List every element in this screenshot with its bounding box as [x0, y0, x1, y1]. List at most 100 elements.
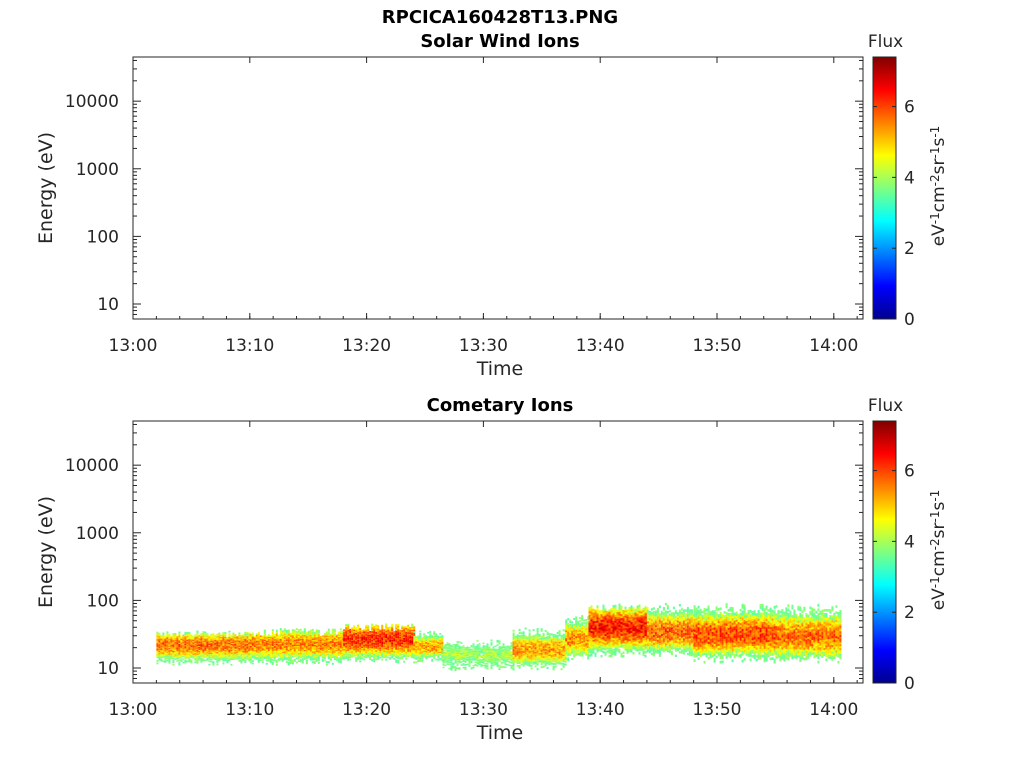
spectrogram-cell	[194, 651, 197, 653]
spectrogram-cell	[365, 648, 368, 651]
spectrogram-cell	[275, 663, 278, 666]
spectrogram-cell	[172, 642, 175, 645]
spectrogram-cell	[182, 636, 185, 639]
spectrogram-cell	[285, 645, 288, 648]
spectrogram-cell	[538, 644, 541, 647]
spectrogram-cell	[407, 643, 410, 646]
spectrogram-cell	[301, 645, 304, 648]
spectrogram-cell	[494, 655, 497, 658]
spectrogram-cell	[329, 655, 332, 658]
spectrogram-cell	[224, 654, 227, 657]
spectrogram-cell	[311, 636, 314, 639]
spectrogram-cell	[283, 657, 286, 659]
spectrogram-cell	[476, 647, 479, 649]
spectrogram-cell	[285, 657, 288, 660]
spectrogram-cell	[498, 664, 501, 667]
spectrogram-cell	[170, 646, 173, 648]
spectrogram-cell	[297, 655, 300, 658]
spectrogram-cell	[506, 653, 509, 655]
spectrogram-cell	[202, 639, 205, 641]
spectrogram-cell	[387, 628, 390, 631]
spectrogram-cell	[516, 659, 519, 662]
spectrogram-cell	[496, 652, 499, 654]
spectrogram-cell	[439, 640, 442, 643]
spectrogram-cell	[460, 658, 463, 660]
spectrogram-cell	[353, 647, 356, 649]
spectrogram-cell	[429, 649, 432, 652]
spectrogram-cell	[232, 642, 235, 644]
spectrogram-cell	[289, 637, 292, 640]
spectrogram-cell	[164, 641, 167, 643]
spectrogram-cell	[490, 651, 493, 654]
spectrogram-cell	[289, 644, 292, 647]
spectrogram-cell	[548, 633, 551, 635]
spectrogram-cell	[287, 639, 290, 642]
spectrogram-cell	[335, 639, 338, 642]
spectrogram-cell	[246, 656, 249, 659]
spectrogram-cell	[178, 644, 181, 647]
spectrogram-cell	[335, 640, 338, 643]
spectrogram-cell	[232, 647, 235, 650]
spectrogram-cell	[442, 647, 445, 649]
spectrogram-cell	[341, 652, 344, 654]
spectrogram-cell	[508, 661, 511, 663]
spectrogram-cell	[528, 641, 531, 644]
spectrogram-cell	[512, 644, 515, 647]
spectrogram-cell	[359, 644, 362, 647]
spectrogram-cell	[265, 651, 268, 654]
spectrogram-cell	[297, 644, 300, 646]
spectrogram-cell	[200, 651, 203, 653]
spectrogram-cell	[238, 635, 241, 638]
spectrogram-cell	[359, 639, 362, 642]
spectrogram-cell	[168, 646, 171, 649]
spectrogram-cell	[178, 648, 181, 651]
spectrogram-cell	[349, 645, 352, 647]
spectrogram-cell	[536, 629, 539, 632]
spectrogram-cell	[259, 645, 262, 648]
spectrogram-cell	[309, 635, 312, 638]
spectrogram-cell	[534, 652, 537, 656]
spectrogram-cell	[417, 644, 420, 647]
spectrogram-cell	[454, 649, 457, 652]
spectrogram-cell	[425, 647, 428, 650]
spectrogram-cell	[295, 636, 298, 639]
spectrogram-cell	[259, 659, 262, 661]
spectrogram-cell	[361, 649, 364, 652]
spectrogram-cell	[307, 643, 310, 645]
spectrogram-cell	[265, 649, 268, 652]
spectrogram-cell	[212, 662, 215, 665]
spectrogram-cell	[383, 638, 386, 640]
spectrogram-cell	[448, 652, 451, 655]
spectrogram-cell	[565, 642, 568, 645]
spectrogram-cell	[502, 649, 505, 652]
spectrogram-cell	[446, 652, 449, 655]
spectrogram-cell	[387, 627, 390, 629]
spectrogram-cell	[158, 632, 161, 635]
spectrogram-cell	[510, 659, 513, 662]
spectrogram-cell	[417, 657, 420, 659]
spectrogram-cell	[200, 643, 203, 645]
spectrogram-cell	[395, 647, 398, 650]
spectrogram-cell	[494, 657, 497, 659]
spectrogram-cell	[224, 649, 227, 652]
spectrogram-cell	[490, 659, 493, 662]
spectrogram-cell	[293, 652, 296, 655]
spectrogram-cell	[540, 660, 543, 663]
spectrogram-cell	[311, 649, 314, 652]
spectrogram-cell	[486, 655, 489, 657]
spectrogram-cell	[379, 635, 382, 637]
spectrogram-cell	[415, 643, 418, 646]
spectrogram-cell	[216, 641, 219, 644]
spectrogram-cell	[393, 647, 396, 649]
spectrogram-cell	[452, 665, 455, 668]
spectrogram-cell	[393, 635, 396, 638]
spectrogram-cell	[172, 656, 175, 659]
spectrogram-cell	[228, 630, 231, 633]
spectrogram-cell	[502, 646, 505, 649]
spectrogram-cell	[502, 643, 505, 645]
spectrogram-cell	[204, 644, 207, 647]
spectrogram-cell	[379, 650, 382, 652]
spectrogram-cell	[168, 661, 171, 664]
spectrogram-cell	[273, 654, 276, 657]
spectrogram-cell	[305, 656, 308, 659]
